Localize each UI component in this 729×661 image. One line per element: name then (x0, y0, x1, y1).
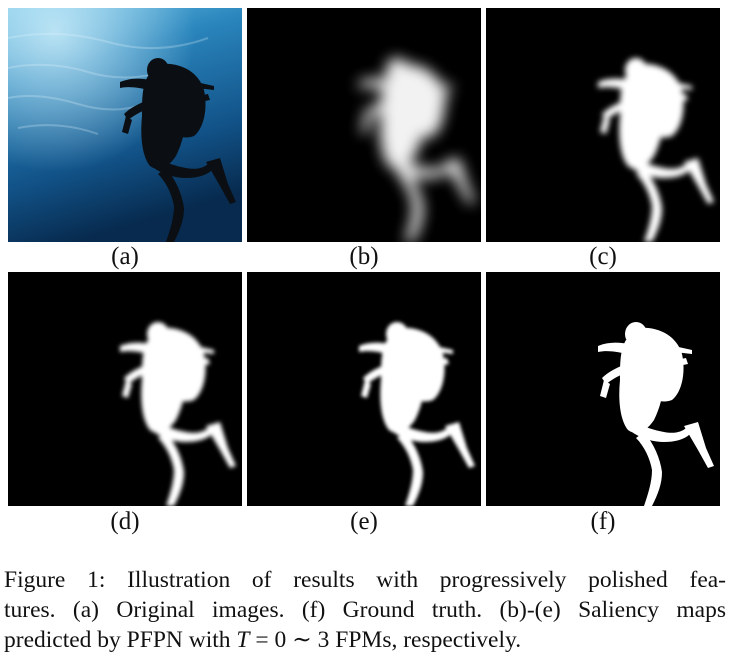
panel-original-image (8, 8, 242, 242)
subcaption-a: (a) (111, 243, 139, 270)
saliency-map-b (247, 8, 481, 242)
panel-saliency-t0 (247, 8, 481, 242)
caption-math-T: T (236, 627, 250, 653)
caption-line3-pre: predicted by PFPN with (4, 627, 237, 653)
subcaption-c: (c) (589, 243, 617, 270)
caption-line-3: predicted by PFPN with T = 0 ∼ 3 FPMs, r… (4, 625, 726, 655)
saliency-map-e (247, 272, 481, 506)
subcaption-b: (b) (349, 243, 379, 270)
subcaption-f: (f) (590, 508, 616, 535)
caption-line1-text: Illustration of results with progressive… (127, 567, 727, 593)
caption-line-1: Figure 1: Illustration of results with p… (4, 565, 726, 595)
ground-truth-mask (486, 272, 720, 506)
figure-caption: Figure 1: Illustration of results with p… (4, 565, 726, 655)
saliency-map-d (8, 272, 242, 506)
caption-prefix: Figure 1: (4, 567, 106, 593)
panel-ground-truth (486, 272, 720, 506)
subcaption-d: (d) (110, 508, 140, 535)
caption-line3-eq: = 0 ∼ 3 FPMs, respectively. (249, 627, 522, 653)
subcaption-e: (e) (350, 508, 378, 535)
underwater-diver-photo (8, 8, 242, 242)
saliency-map-c (486, 8, 720, 242)
panel-saliency-t1 (486, 8, 720, 242)
panel-saliency-t2 (8, 272, 242, 506)
panel-saliency-t3 (247, 272, 481, 506)
caption-line-2: tures. (a) Original images. (f) Ground t… (4, 597, 726, 623)
